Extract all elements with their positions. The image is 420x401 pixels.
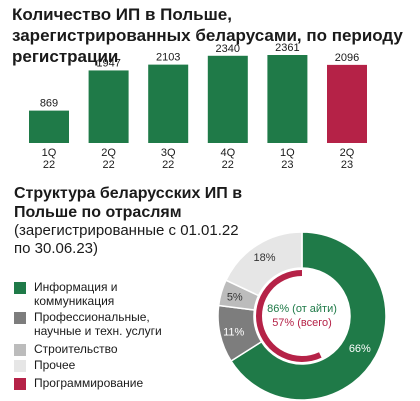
bar-category-label: 1Q	[42, 147, 57, 159]
bar-1q-23	[267, 55, 308, 143]
donut-slice-label: 66%	[349, 343, 371, 355]
bar-category-label: 22	[43, 159, 55, 171]
legend-swatch	[14, 344, 26, 356]
bar-value-label: 869	[40, 98, 58, 110]
donut-slice-2	[217, 279, 260, 311]
donut-slice-label: 11%	[223, 326, 244, 338]
pie-chart-title: Структура беларусских ИП в Польше по отр…	[14, 185, 243, 221]
donut-center-label: 86% (от айти)	[267, 303, 337, 315]
bar-value-label: 2096	[335, 52, 359, 64]
bar-category-label: 4Q	[220, 147, 235, 159]
legend-label: Строительство	[34, 342, 118, 356]
legend-item: Строительство	[14, 342, 118, 356]
bar-chart: 8691Q2219472Q2221033Q2223404Q2223611Q232…	[29, 42, 367, 171]
bar-4q-22	[207, 55, 248, 144]
pie-chart-subtitle: (зарегистрированные с 01.01.22 по 30.06.…	[14, 222, 239, 257]
bar-value-label: 1947	[96, 57, 120, 69]
bar-category-label: 3Q	[161, 147, 176, 159]
bar-category-label: 23	[281, 159, 293, 171]
legend-item: Профессиональные, научные и техн. услуги	[14, 310, 162, 338]
bar-category-label: 22	[102, 159, 114, 171]
legend-label: Программирование	[34, 376, 144, 390]
bar-chart-title: Количество ИП в Польше, зарегистрированн…	[12, 5, 403, 66]
donut-slice-0	[230, 231, 387, 401]
bar-category-label: 2Q	[340, 147, 355, 159]
donut-slice-1	[217, 304, 263, 363]
legend-item: Информация и коммуникация	[14, 280, 118, 308]
legend-label: Прочее	[34, 358, 76, 372]
bar-value-label: 2361	[275, 42, 299, 54]
bar-category-label: 2Q	[101, 147, 116, 159]
bar-category-label: 1Q	[280, 147, 295, 159]
bar-3q-22	[148, 64, 189, 143]
legend-swatch	[14, 378, 26, 390]
bar-value-label: 2103	[156, 52, 180, 64]
bar-2q-23	[327, 64, 367, 143]
donut-center-label: 57% (всего)	[272, 317, 332, 329]
legend-label: Информация и коммуникация	[34, 280, 118, 308]
legend-swatch	[14, 312, 26, 324]
bar-category-label: 22	[222, 159, 234, 171]
bar-category-label: 22	[162, 159, 174, 171]
legend-item: Прочее	[14, 358, 75, 372]
legend-swatch	[14, 282, 26, 294]
bar-2q-22	[88, 70, 129, 143]
bar-category-label: 23	[341, 159, 353, 171]
bar-value-label: 2340	[216, 43, 240, 55]
inner-ring-programming	[255, 270, 322, 362]
legend-item: Программирование	[14, 376, 143, 390]
donut-slice-label: 18%	[253, 252, 275, 264]
bar-1q-22	[29, 110, 69, 143]
donut-slice-label: 5%	[227, 291, 243, 303]
legend-label: Профессиональные, научные и техн. услуги	[34, 310, 162, 338]
legend-swatch	[14, 360, 26, 372]
